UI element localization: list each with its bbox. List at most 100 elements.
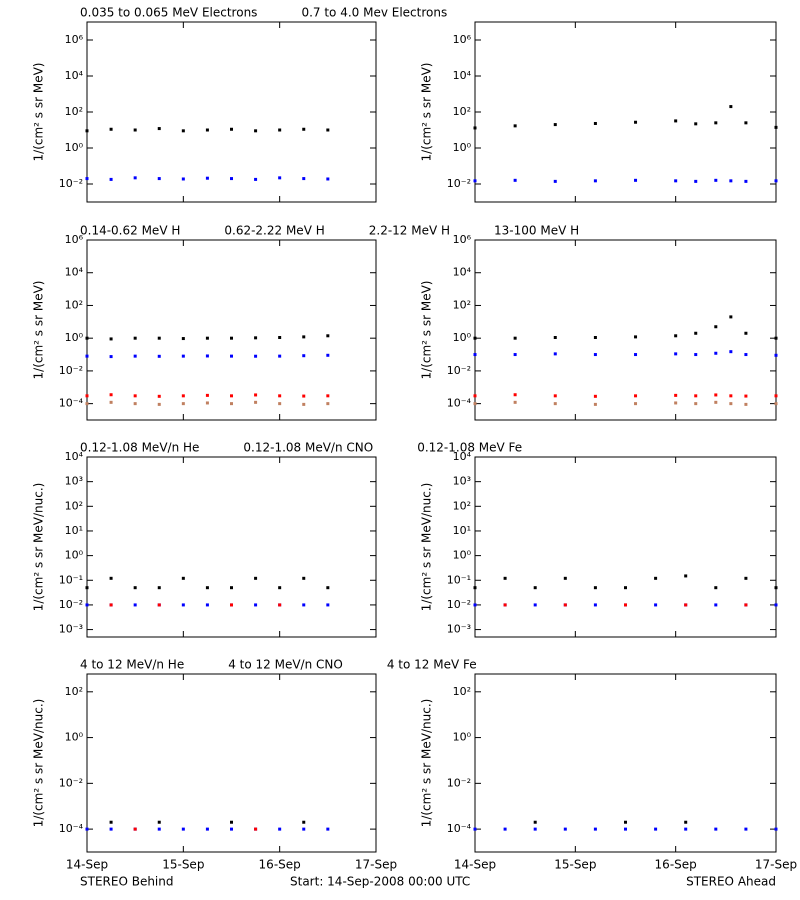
y-tick-label: 10² (453, 499, 471, 512)
y-tick-label: 10² (453, 685, 471, 698)
plot-frame (86, 21, 377, 203)
y-tick-label: 10⁻² (447, 598, 471, 611)
x-tick-label: 15-Sep (554, 858, 596, 872)
plot-frame (86, 673, 377, 853)
data-point (774, 353, 778, 357)
data-point (109, 177, 113, 181)
data-point (674, 393, 678, 397)
data-point (533, 586, 537, 590)
x-tick-label: 17-Sep (755, 858, 797, 872)
data-point (302, 827, 306, 831)
y-tick-label: 10⁻¹ (447, 573, 471, 586)
data-point (694, 353, 698, 357)
data-point (278, 827, 282, 831)
data-point (513, 400, 517, 404)
y-tick-label: 10⁻² (447, 364, 471, 377)
y-tick-label: 10⁻² (447, 776, 471, 789)
data-point (109, 393, 113, 397)
data-point (694, 179, 698, 183)
data-point (563, 576, 567, 580)
data-point (553, 402, 557, 406)
data-point (230, 827, 233, 831)
data-point (714, 586, 718, 590)
data-point (302, 576, 306, 580)
data-point (230, 394, 233, 398)
data-point (254, 129, 258, 133)
data-point (181, 576, 185, 580)
y-tick-label: 10⁻⁴ (447, 822, 472, 835)
data-point (326, 128, 330, 132)
data-point (624, 603, 627, 607)
y-axis-label: 1/(cm² s sr MeV) (420, 63, 434, 162)
data-point (684, 820, 688, 824)
data-point (503, 603, 507, 607)
data-point (654, 827, 658, 831)
data-point (593, 603, 597, 607)
legend-entry: 0.12-1.08 MeV/n CNO (243, 441, 373, 455)
y-tick-label: 10⁶ (453, 33, 472, 46)
data-point (593, 179, 597, 183)
data-point (694, 394, 698, 398)
data-point (85, 827, 89, 831)
data-point (694, 402, 698, 406)
data-point (109, 127, 113, 131)
data-point (133, 354, 137, 358)
data-point (205, 128, 209, 132)
data-point (473, 586, 477, 590)
data-point (684, 574, 688, 578)
data-point (133, 336, 137, 340)
data-point (684, 827, 688, 831)
y-tick-label: 10⁴ (453, 450, 472, 463)
data-point (326, 177, 330, 181)
data-point (563, 603, 567, 607)
data-point (133, 603, 137, 607)
data-point (774, 336, 778, 340)
data-point (302, 394, 306, 398)
data-point (133, 128, 137, 132)
data-point (634, 120, 638, 124)
data-point (205, 401, 209, 405)
data-point (85, 586, 89, 590)
data-point (714, 351, 718, 355)
data-point (473, 336, 477, 340)
data-point (181, 129, 185, 133)
data-point (326, 394, 330, 398)
y-tick-label: 10² (453, 105, 471, 118)
data-point (553, 336, 557, 340)
data-point (729, 105, 733, 109)
data-point (133, 402, 137, 406)
data-point (634, 335, 638, 339)
data-point (326, 586, 330, 590)
data-point (133, 394, 137, 398)
data-point (205, 603, 209, 607)
data-point (513, 336, 517, 340)
data-point (302, 603, 306, 607)
y-tick-label: 10⁻⁴ (59, 822, 84, 835)
data-point (109, 827, 113, 831)
plot-frame (474, 456, 777, 638)
data-point (230, 336, 233, 340)
data-point (714, 400, 718, 404)
data-point (326, 827, 330, 831)
data-point (109, 820, 113, 824)
legend-entry: 0.12-1.08 MeV Fe (417, 441, 522, 455)
y-tick-label: 10⁶ (65, 33, 84, 46)
data-point (774, 586, 778, 590)
data-point (230, 820, 233, 824)
data-point (744, 576, 748, 580)
y-tick-label: 10⁻² (59, 598, 83, 611)
plot-frame (474, 673, 777, 853)
x-tick-label: 16-Sep (259, 858, 301, 872)
y-axis-label: 1/(cm² s sr MeV) (32, 63, 46, 162)
data-point (181, 603, 185, 607)
y-tick-label: 10⁻⁴ (59, 397, 84, 410)
data-point (714, 325, 718, 329)
data-point (553, 352, 557, 356)
data-point (278, 336, 282, 340)
data-point (230, 354, 233, 358)
data-point (205, 336, 209, 340)
data-point (109, 337, 113, 341)
data-point (744, 394, 748, 398)
data-point (302, 820, 306, 824)
